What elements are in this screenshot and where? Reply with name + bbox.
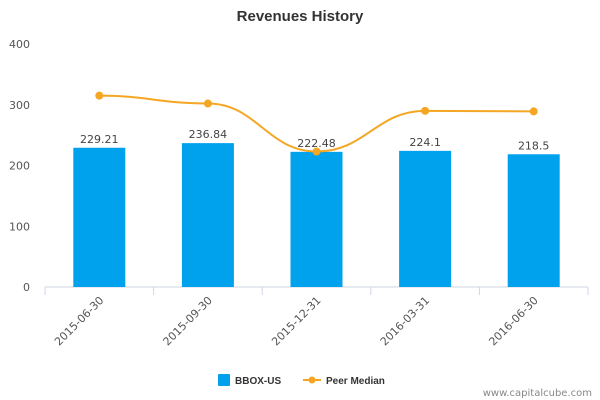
peer-median-series	[95, 91, 538, 156]
y-tick-label: 400	[9, 38, 30, 51]
peer-median-marker	[529, 107, 538, 116]
bar-data-label: 224.1	[409, 136, 441, 149]
legend-label-bbox: BBOX-US	[235, 376, 281, 387]
y-tick-label: 200	[9, 160, 30, 173]
bar-data-label: 218.5	[518, 139, 550, 152]
legend: BBOX-US Peer Median	[218, 374, 385, 387]
chart-title: Revenues History	[237, 8, 364, 25]
y-axis: 0 100 200 300 400	[9, 38, 30, 294]
bar	[507, 154, 560, 287]
bar-data-label: 222.48	[297, 137, 336, 150]
bar-series	[73, 143, 560, 287]
bar	[73, 147, 126, 287]
bar-data-labels: 229.21 236.84 222.48 224.1 218.5	[80, 128, 549, 152]
bar	[290, 151, 343, 287]
x-axis: 2015-06-30 2015-09-30 2015-12-31 2016-03-31…	[44, 286, 589, 348]
peer-median-marker	[95, 91, 104, 100]
peer-median-marker	[203, 99, 212, 108]
bar	[181, 143, 234, 287]
watermark: www.capitalcube.com	[483, 388, 592, 399]
y-tick-label: 300	[9, 99, 30, 112]
legend-label-peer: Peer Median	[326, 376, 385, 387]
legend-swatch-bbox	[218, 374, 230, 386]
y-tick-label: 100	[9, 220, 30, 233]
legend-swatch-peer-marker	[308, 376, 316, 384]
bar-data-label: 229.21	[80, 133, 119, 146]
x-tick-label: 2015-12-31	[269, 294, 323, 348]
x-tick-label: 2015-09-30	[161, 294, 215, 348]
peer-median-marker	[421, 106, 430, 115]
bar	[399, 150, 452, 287]
x-tick-label: 2016-06-30	[486, 294, 540, 348]
x-tick-label: 2015-06-30	[52, 294, 106, 348]
bar-data-label: 236.84	[189, 128, 228, 141]
peer-median-marker	[312, 147, 321, 156]
x-tick-label: 2016-03-31	[378, 294, 432, 348]
y-tick-label: 0	[23, 281, 30, 294]
